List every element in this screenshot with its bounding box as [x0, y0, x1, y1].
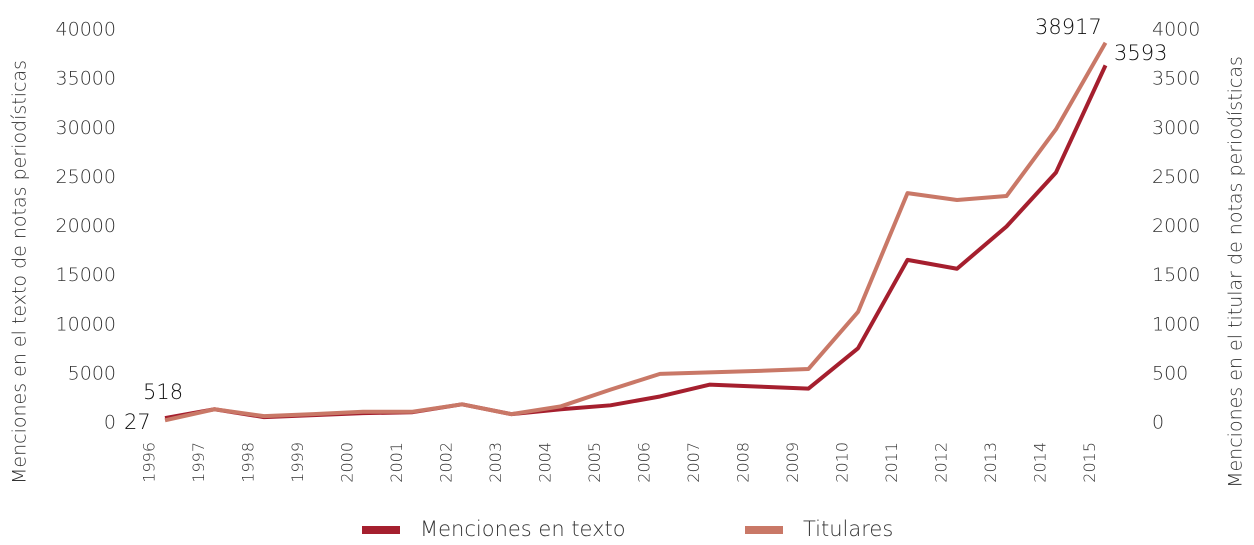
y-tick-label: 35000	[56, 68, 116, 90]
y-tick-label: 10000	[56, 313, 116, 335]
y-tick-label: 5000	[68, 362, 116, 384]
y2-tick-label: 0	[1152, 412, 1164, 434]
x-tick-label: 2004	[536, 442, 555, 483]
x-tick-label: 1996	[140, 442, 159, 483]
x-tick-label: 2008	[734, 442, 753, 483]
x-tick-label: 1998	[239, 442, 258, 483]
y2-tick-label: 2500	[1152, 166, 1200, 188]
legend-label: Titulares	[803, 517, 893, 541]
x-tick-label: 2000	[338, 442, 357, 483]
x-tick-label: 2014	[1031, 442, 1050, 483]
y2-tick-label: 3000	[1152, 117, 1200, 139]
annotation: 38917	[1035, 15, 1102, 39]
x-tick-label: 1997	[189, 442, 208, 483]
y2-tick-label: 2000	[1152, 215, 1200, 237]
x-tick-label: 2003	[486, 442, 505, 483]
y-tick-label: 30000	[56, 117, 116, 139]
annotation: 27	[124, 410, 151, 434]
x-tick-label: 1999	[288, 442, 307, 483]
y2-tick-label: 4000	[1152, 19, 1200, 41]
y-axis-title: Menciones en el texto de notas periodíst…	[9, 60, 31, 484]
x-tick-label: 2013	[981, 442, 1000, 483]
x-tick-label: 2009	[783, 442, 802, 483]
y-tick-label: 20000	[56, 215, 116, 237]
y2-tick-label: 1000	[1152, 313, 1200, 335]
y-tick-label: 0	[104, 412, 116, 434]
x-tick-label: 2012	[932, 442, 951, 483]
legend-label: Menciones en texto	[420, 517, 626, 541]
y2-tick-label: 1500	[1152, 264, 1200, 286]
x-tick-label: 2010	[833, 442, 852, 483]
x-tick-label: 2015	[1080, 442, 1099, 483]
series-line	[164, 41, 1108, 423]
annotation: 518	[143, 380, 183, 404]
annotation: 3593	[1114, 41, 1167, 65]
x-tick-label: 2007	[684, 442, 703, 483]
x-tick-label: 2011	[882, 442, 901, 483]
y2-tick-label: 3500	[1152, 68, 1200, 90]
y2-axis-title: Menciones en el titular de notas periodí…	[1225, 56, 1247, 488]
y-tick-label: 15000	[56, 264, 116, 286]
x-tick-label: 2005	[585, 442, 604, 483]
series-line	[164, 64, 1108, 421]
x-tick-label: 2002	[437, 442, 456, 483]
x-tick-label: 2006	[635, 442, 654, 483]
y-tick-label: 25000	[56, 166, 116, 188]
x-tick-label: 2001	[387, 442, 406, 483]
y-tick-label: 40000	[56, 19, 116, 41]
y2-tick-label: 500	[1152, 362, 1188, 384]
